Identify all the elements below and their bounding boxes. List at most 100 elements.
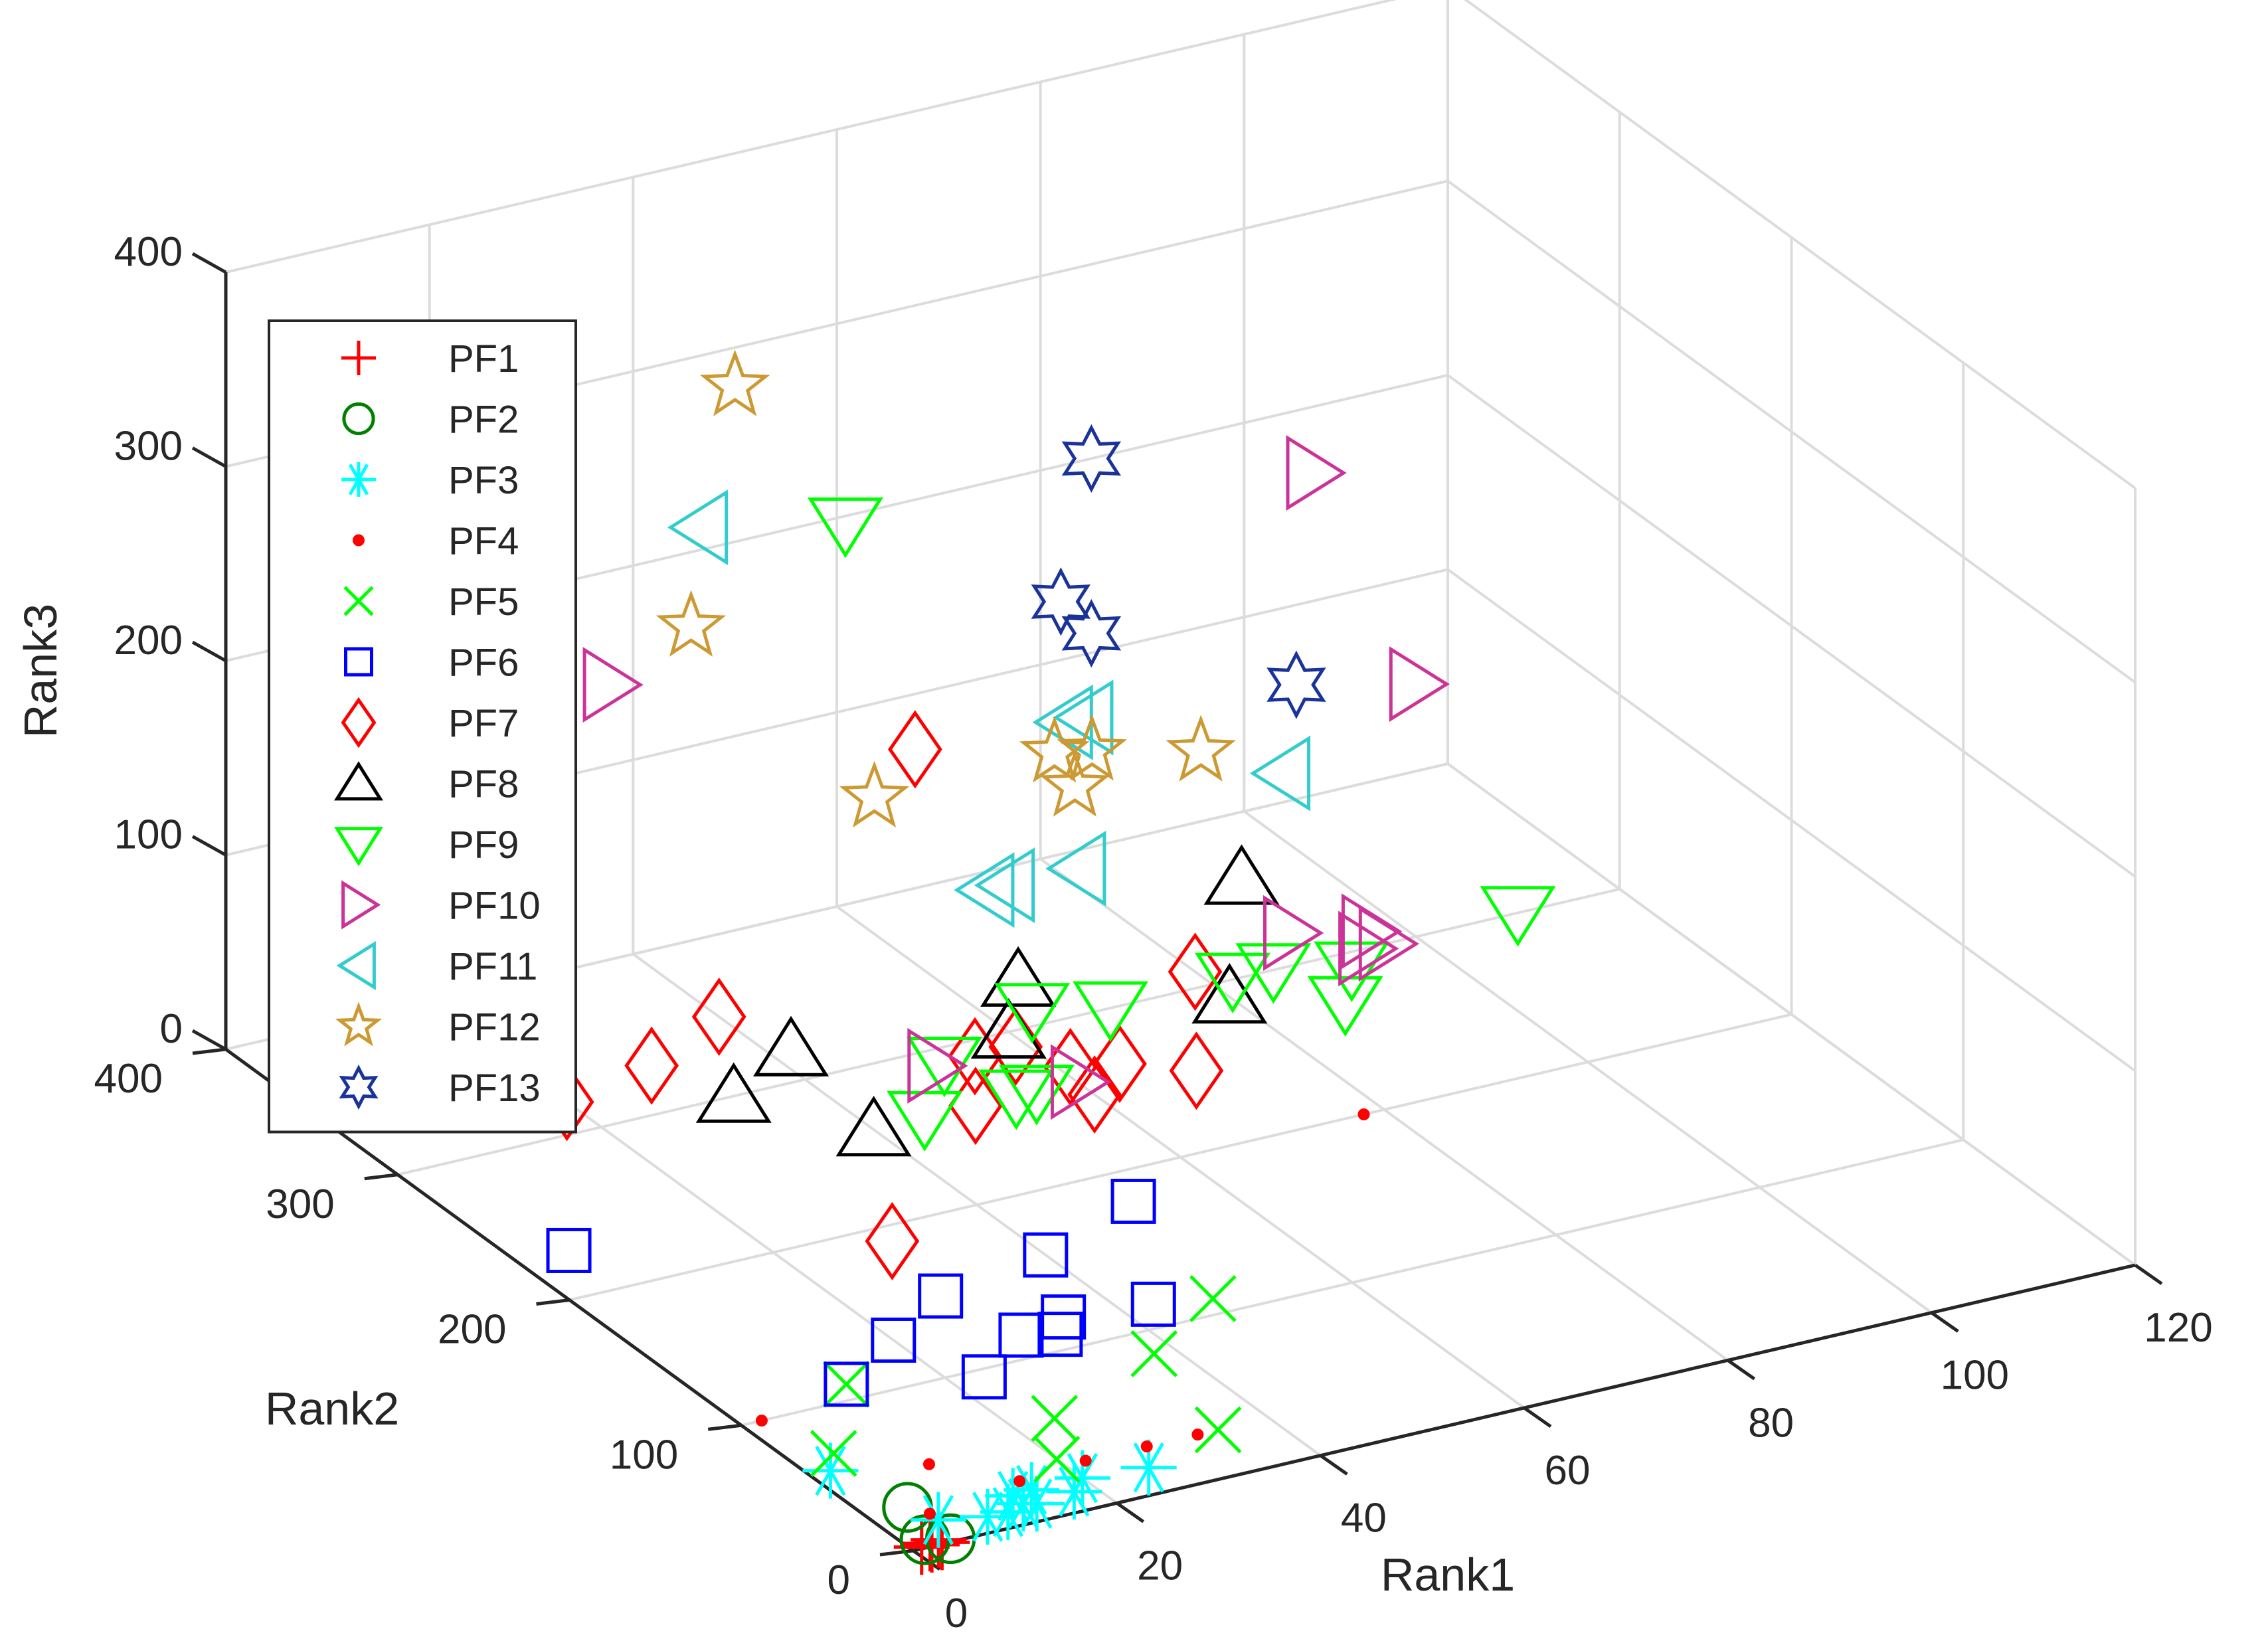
legend-marker <box>341 880 381 930</box>
grid-line-wall-yz <box>1446 762 2137 1266</box>
data-point-pf11 <box>1053 679 1114 756</box>
data-point-pf8 <box>835 1096 912 1157</box>
data-point-pf11 <box>1045 830 1106 907</box>
legend-marker <box>343 586 374 616</box>
data-point-pf5 <box>1130 1330 1178 1377</box>
data-point-pf6 <box>871 1317 916 1363</box>
data-point-pf3 <box>1003 1462 1060 1518</box>
grid-line-wall-xz <box>225 0 1397 274</box>
x-tick-label: 80 <box>1748 1400 1794 1446</box>
legend-label: PF10 <box>448 885 541 928</box>
x-tick-mark <box>1116 1502 1145 1523</box>
data-point-pf4 <box>922 1458 935 1470</box>
y-axis-label: Rank2 <box>265 1383 399 1434</box>
z-axis-label: Rank3 <box>15 604 66 738</box>
data-point-pf8 <box>1191 963 1268 1024</box>
data-point-pf9 <box>1480 886 1556 947</box>
data-point-pf13 <box>1266 650 1326 719</box>
data-point-pf4 <box>1013 1475 1026 1488</box>
legend-item-pf10: PF10 <box>341 880 541 930</box>
data-point-pf4 <box>1079 1454 1092 1467</box>
data-point-pf9 <box>1195 952 1271 1013</box>
data-point-pf10 <box>1338 910 1399 987</box>
data-point-pf3 <box>910 1492 966 1548</box>
data-point-pf3 <box>802 1442 859 1499</box>
data-point-pf10 <box>1286 435 1347 511</box>
legend-label: PF5 <box>448 580 519 624</box>
data-point-pf12 <box>839 760 910 828</box>
legend-label: PF4 <box>448 520 519 563</box>
legend-marker <box>335 1001 383 1047</box>
data-point-pf4 <box>755 1415 768 1427</box>
legend-item-pf7: PF7 <box>341 697 519 748</box>
grid-line-wall-yz <box>1446 374 2137 878</box>
y-tick-mark <box>536 1298 570 1306</box>
legend-marker <box>353 534 365 547</box>
legend-marker <box>333 827 384 867</box>
legend-item-pf2: PF2 <box>342 398 519 442</box>
data-point-pf3 <box>985 1468 1041 1524</box>
z-tick-mark <box>191 835 227 857</box>
legend-box <box>268 319 577 1134</box>
data-point-pf11 <box>667 489 729 566</box>
data-point-pf7 <box>1169 1031 1224 1110</box>
x-tick-mark <box>912 1549 941 1571</box>
data-point-pf10 <box>1358 906 1419 982</box>
data-point-pf3 <box>980 1484 1036 1540</box>
series-pf6 <box>546 1178 1176 1407</box>
data-point-pf8 <box>1203 844 1280 905</box>
z-tick-label: 300 <box>114 424 183 470</box>
legend-marker <box>341 462 376 497</box>
data-point-pf12 <box>655 590 727 657</box>
data-point-pf5 <box>823 1361 870 1408</box>
data-point-pf6 <box>1037 1312 1083 1357</box>
data-point-pf12 <box>1057 714 1128 781</box>
series-pf5 <box>810 1275 1242 1483</box>
data-point-pf3 <box>1054 1450 1110 1506</box>
legend-marker <box>341 697 377 748</box>
z-tick-mark <box>191 446 227 468</box>
data-point-pf3 <box>1120 1439 1177 1496</box>
x-tick-label: 60 <box>1545 1448 1591 1494</box>
series-pf10 <box>508 435 1450 1120</box>
y-tick-label: 400 <box>94 1056 163 1102</box>
legend-label: PF7 <box>448 702 519 745</box>
data-point-pf11 <box>954 852 1015 928</box>
z-tick-label: 400 <box>114 229 183 275</box>
data-point-pf4 <box>923 1508 936 1520</box>
z-tick-label: 200 <box>114 618 183 663</box>
legend-label: PF8 <box>448 763 519 806</box>
grid-line-floor-y <box>741 1138 1964 1427</box>
data-point-pf7 <box>624 1026 679 1105</box>
data-point-pf6 <box>918 1273 964 1319</box>
data-point-pf7 <box>948 1067 1003 1146</box>
data-point-pf7 <box>691 978 746 1057</box>
grid-line-floor-y <box>397 887 1620 1176</box>
z-tick-label: 0 <box>160 1006 183 1052</box>
legend-item-pf8: PF8 <box>333 761 519 806</box>
data-point-pf13 <box>1061 599 1122 668</box>
data-point-pf4 <box>1191 1429 1204 1441</box>
tick-labels: 0204060801001200100200300400010020030040… <box>94 229 2213 1636</box>
legend-item-pf5: PF5 <box>343 580 519 624</box>
data-point-pf8 <box>980 946 1057 1007</box>
data-point-pf10 <box>1263 895 1324 971</box>
legend-marker <box>336 940 376 991</box>
data-point-pf6 <box>998 1312 1044 1358</box>
data-point-pf5 <box>1189 1275 1237 1322</box>
legend-label: PF2 <box>448 398 519 442</box>
data-point-pf9 <box>807 497 883 559</box>
x-tick-label: 20 <box>1137 1543 1183 1589</box>
data-point-pf12 <box>1039 750 1110 817</box>
legend-item-pf12: PF12 <box>335 1001 541 1049</box>
x-tick-label: 0 <box>945 1591 968 1636</box>
data-point-pf7 <box>1067 1055 1122 1134</box>
x-tick-label: 100 <box>1941 1353 2009 1399</box>
legend-marker <box>341 341 376 375</box>
legend-label: PF13 <box>448 1067 541 1110</box>
z-tick-label: 100 <box>114 812 183 858</box>
x-tick-mark <box>1727 1359 1756 1381</box>
data-point-pf9 <box>978 1069 1055 1130</box>
data-point-pf9 <box>1073 981 1149 1042</box>
